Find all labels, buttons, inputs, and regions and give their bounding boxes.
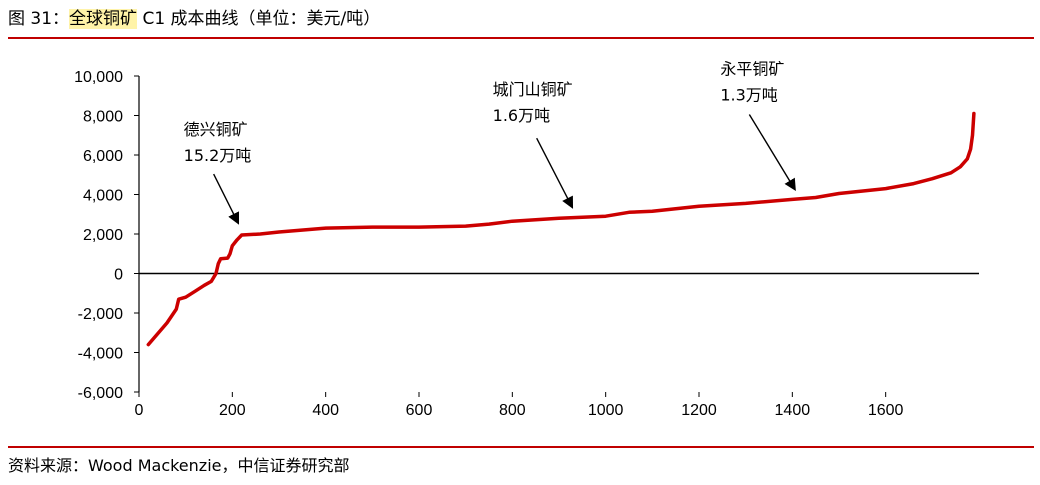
annotation-label: 德兴铜矿 [184, 120, 248, 139]
series-layer [146, 111, 976, 347]
y-tick-label: 8,000 [83, 109, 123, 126]
y-axis-ticks: -6,000 -4,000 -2,000 0 2,000 4,000 6,000 8,000 1… [74, 69, 139, 402]
title-rest: C1 成本曲线（单位：美元/吨） [137, 9, 381, 29]
x-tick-label: 200 [219, 402, 246, 419]
y-tick-label: 4,000 [83, 188, 123, 205]
y-tick-label: -2,000 [78, 306, 123, 323]
x-tick-label: 600 [406, 402, 433, 419]
cost-curve-chart: -6,000 -4,000 -2,000 0 2,000 4,000 6,000 8,000 1… [74, 59, 979, 419]
title-divider [8, 37, 1034, 39]
annotation-arrow [536, 137, 574, 209]
x-tick-label: 1400 [775, 402, 811, 419]
annotation-arrow [213, 173, 240, 225]
y-tick-label: 0 [114, 267, 123, 284]
x-tick-label: 1000 [588, 402, 624, 419]
annotation-label: 1.3万吨 [720, 85, 777, 104]
y-tick-label: 2,000 [83, 227, 123, 244]
y-tick-label: -4,000 [78, 346, 123, 363]
source-note: 资料来源：Wood Mackenzie，中信证券研究部 [8, 456, 350, 475]
x-tick-label: 800 [499, 402, 526, 419]
y-tick-label: 10,000 [74, 69, 123, 86]
x-tick-label: 1200 [681, 402, 717, 419]
cost-curve-line [146, 111, 976, 347]
annotation-label: 永平铜矿 [720, 59, 784, 78]
x-tick-label: 0 [135, 402, 144, 419]
annotation-label: 15.2万吨 [184, 146, 252, 165]
figure-title: 图 31：全球铜矿 C1 成本曲线（单位：美元/吨） [8, 6, 380, 32]
x-tick-label: 1600 [868, 402, 904, 419]
x-tick-label: 400 [312, 402, 339, 419]
figure-number: 图 31： [8, 9, 70, 29]
annotation-arrow [748, 114, 796, 192]
annotation-label: 城门山铜矿 [493, 80, 573, 99]
x-axis-ticks: 0 200 400 600 800 1000 1200 1400 1600 [135, 392, 904, 419]
title-highlight: 全球铜矿 [69, 9, 138, 29]
annotation-label: 1.6万吨 [493, 106, 550, 125]
source-divider [8, 446, 1034, 448]
annotations-layer: 德兴铜矿 15.2万吨 城门山铜矿 1.6万吨 永平铜矿 1.3万吨 [184, 59, 796, 225]
y-tick-label: -6,000 [78, 385, 123, 402]
y-tick-label: 6,000 [83, 148, 123, 165]
